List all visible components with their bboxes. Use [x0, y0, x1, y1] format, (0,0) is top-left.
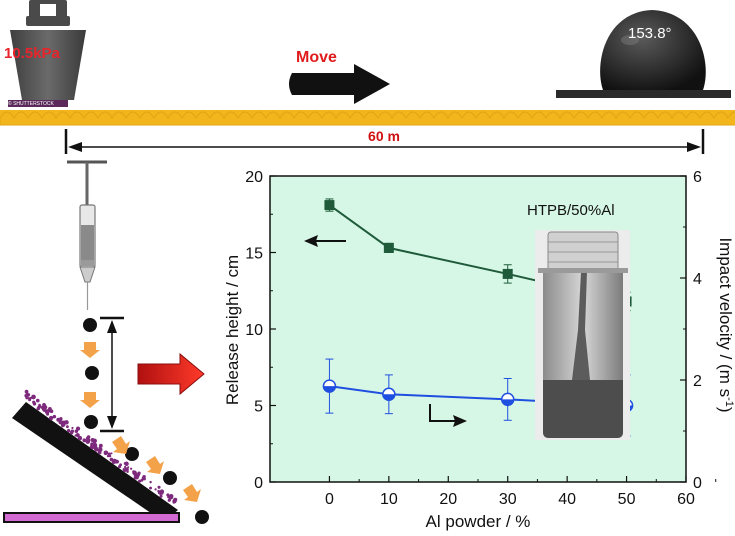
x-axis-label: Al powder / %	[426, 512, 531, 531]
data-point	[502, 268, 513, 279]
x-tick-label: 10	[380, 491, 398, 508]
weight-label: 10.5kPa	[4, 45, 61, 62]
x-tick-label: 20	[439, 491, 457, 508]
y-tick-label: 20	[245, 169, 263, 186]
y-tick-label: 15	[245, 246, 263, 263]
falling-droplets	[83, 318, 209, 524]
trajectory-arrows	[80, 342, 201, 502]
move-arrow-icon	[289, 64, 390, 104]
move-label: Move	[296, 49, 337, 66]
distance-arrow	[64, 129, 705, 154]
left-axis-indicator-arrow	[304, 235, 346, 247]
x-tick-label: 0	[325, 491, 334, 508]
x-tick-label: 60	[677, 491, 695, 508]
water-droplet-photo	[556, 0, 731, 104]
superhydrophobic-surface	[0, 110, 735, 126]
y2-tick-label: 4	[693, 271, 702, 288]
y2-axis-label: Impact velocity / (m s-1)	[716, 237, 735, 412]
syringe-icon	[67, 160, 107, 310]
inclined-plate	[3, 389, 180, 523]
data-point-half	[323, 386, 336, 393]
distance-label: 60 m	[368, 128, 400, 144]
y-tick-label: 5	[254, 399, 263, 416]
red-arrow-icon	[137, 352, 205, 396]
data-point-half	[501, 399, 514, 406]
x-tick-label: 30	[499, 491, 517, 508]
y-tick-label: 10	[245, 322, 263, 339]
weight-icon	[8, 0, 86, 107]
y2-tick-label: 2	[693, 373, 702, 390]
x-tick-label: 40	[558, 491, 576, 508]
weight-caption: © SHUTTERSTOCK	[8, 100, 54, 107]
y2-tick-label: 0	[693, 475, 702, 492]
y-tick-label: 0	[254, 475, 263, 492]
y-axis-label: Release height / cm	[223, 255, 242, 405]
contact-angle-label: 153.8°	[628, 25, 672, 42]
data-point-half	[382, 394, 395, 401]
y2-tick-label: 6	[693, 169, 702, 186]
x-tick-label: 50	[618, 491, 636, 508]
data-point	[383, 242, 394, 253]
inset-sample-label: HTPB/50%Al	[527, 202, 615, 219]
height-marker	[100, 316, 124, 433]
vial-photo	[535, 230, 630, 440]
right-axis-indicator-arrow	[429, 404, 467, 427]
data-point	[324, 200, 335, 211]
